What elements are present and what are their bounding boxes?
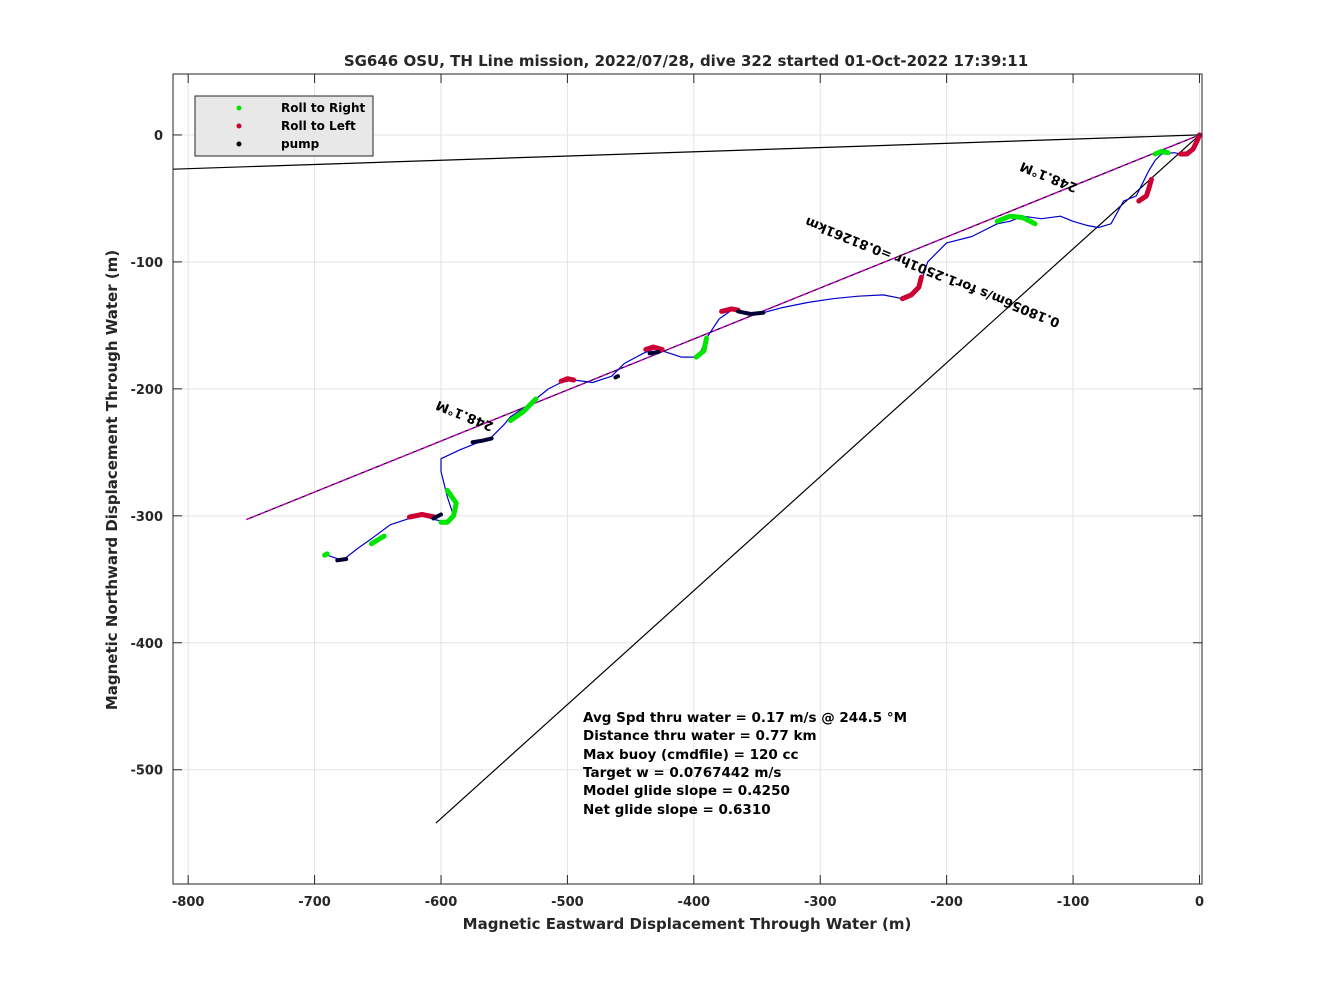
plot-frame — [172, 73, 1203, 885]
y-tick-label: -200 — [130, 383, 163, 398]
annotation-max-buoy: Max buoy (cmdfile) = 120 cc — [583, 747, 798, 763]
x-tick-label: -800 — [172, 895, 205, 910]
x-tick-label: -200 — [930, 895, 963, 910]
roll-right-segment-5 — [369, 533, 387, 547]
y-tick-label: 0 — [154, 129, 163, 144]
pump-segment-5 — [335, 557, 349, 563]
slope-label-2: 248.1°M — [434, 397, 496, 434]
roll-right-segment-0 — [1152, 148, 1171, 157]
legend-label-roll-right: Roll to Right — [281, 101, 366, 115]
reference-line-0 — [172, 134, 1200, 170]
roll-left-segment-0 — [1178, 132, 1202, 157]
legend-marker-pump — [236, 141, 242, 147]
reference-line-3 — [435, 134, 1200, 824]
legend-marker-roll-right — [236, 105, 242, 111]
annotation-avg-speed: Avg Spd thru water = 0.17 m/s @ 244.5 °M — [583, 710, 907, 726]
x-tick-label: -400 — [678, 895, 711, 910]
y-tick-label: -100 — [130, 256, 163, 271]
x-tick-label: -100 — [1057, 895, 1090, 910]
x-tick-label: -300 — [804, 895, 837, 910]
x-tick-label: 0 — [1195, 895, 1204, 910]
legend-label-pump: pump — [281, 137, 320, 151]
roll-right-segment-1 — [994, 213, 1038, 227]
pump-segment-0 — [736, 309, 766, 316]
dive-track-line-0 — [327, 134, 1201, 561]
pump-segment-1 — [647, 350, 661, 356]
roll-right-segment-4 — [438, 487, 459, 525]
slope-label-1: 0.18056m/s for1.2501hr =0.81261km — [803, 213, 1062, 329]
slope-labels: 248.1°M 0.18056m/s for1.2501hr =0.81261km… — [434, 158, 1080, 433]
pump-segment-2 — [613, 374, 620, 380]
roll-right-segment-2 — [693, 335, 709, 360]
pump-segment-3 — [470, 436, 494, 445]
slope-label-0: 248.1°M — [1018, 158, 1080, 195]
annotation-model-glide: Model glide slope = 0.4250 — [583, 783, 790, 799]
roll-right-segment-3 — [508, 396, 539, 424]
legend-marker-roll-left — [236, 123, 242, 129]
roll-left-segment-3 — [719, 306, 741, 314]
x-tick-label: -600 — [425, 895, 458, 910]
roll-left-segment-1 — [1136, 176, 1154, 204]
y-tick-label: -500 — [130, 764, 163, 779]
marker-layer — [322, 132, 1202, 563]
x-axis-label: Magnetic Eastward Displacement Through W… — [463, 915, 912, 933]
axis-ticks: -800 -700 -600 -500 -400 -300 -200 -100 0 -500 -40… — [130, 74, 1204, 910]
x-tick-label: -700 — [298, 895, 331, 910]
reference-line-2 — [246, 134, 1200, 521]
roll-left-segment-2 — [899, 274, 924, 302]
series-layer — [327, 134, 1201, 561]
y-tick-label: -300 — [130, 510, 163, 525]
roll-left-segment-5 — [558, 376, 577, 384]
pump-segment-4 — [431, 512, 443, 521]
roll-left-segment-6 — [406, 512, 438, 520]
reference-lines — [172, 134, 1200, 824]
y-tick-label: -400 — [130, 637, 163, 652]
roll-left-segment-4 — [643, 344, 665, 352]
legend-box — [194, 95, 374, 157]
y-axis-label: Magnetic Northward Displacement Through … — [103, 250, 121, 710]
legend-label-roll-left: Roll to Left — [281, 119, 356, 133]
annotation-distance: Distance thru water = 0.77 km — [583, 728, 817, 744]
chart-title: SG646 OSU, TH Line mission, 2022/07/28, … — [344, 52, 1028, 70]
annotation-target-w: Target w = 0.0767442 m/s — [583, 765, 781, 781]
grid — [173, 74, 1202, 884]
legend: Roll to Right Roll to Left pump — [194, 95, 374, 157]
annotation-net-glide: Net glide slope = 0.6310 — [583, 802, 771, 818]
x-tick-label: -500 — [551, 895, 584, 910]
roll-right-segment-6 — [322, 551, 330, 558]
stats-annotations: Avg Spd thru water = 0.17 m/s @ 244.5 °M… — [583, 710, 907, 818]
